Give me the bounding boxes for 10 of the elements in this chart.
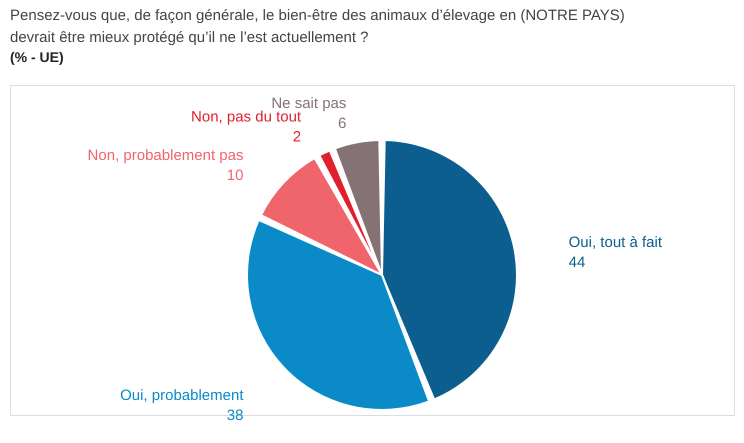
chart-subtitle: (% - UE): [10, 49, 64, 65]
slice-label: Non, probablement pas: [88, 147, 244, 164]
chart-title: Pensez-vous que, de façon générale, le bien-être des animaux d’élevage en (NOTRE PAYS) devrait être mieux protégé qu’il ne l’est actuellement ?: [10, 7, 625, 46]
data-label: 10: [226, 167, 244, 184]
slice-label: Oui, probablement: [120, 386, 244, 404]
slice-label: Oui, tout à fait: [568, 234, 663, 252]
data-label: 6: [338, 115, 346, 132]
data-label: 2: [292, 128, 302, 146]
data-label: 44: [568, 254, 586, 272]
data-label: 38: [226, 406, 244, 424]
